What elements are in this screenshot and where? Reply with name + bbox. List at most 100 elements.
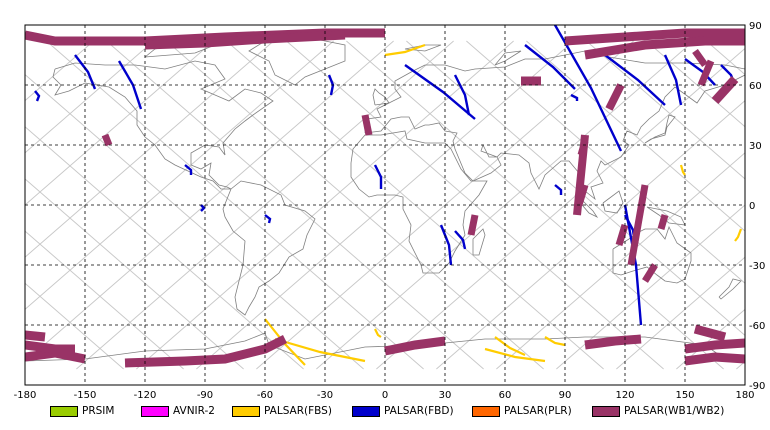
longitude-tick-labels: -180 -150 -120 -90 -60 -30 0 30 60 90 120 150 180 <box>14 390 755 401</box>
longitude-tick-label: 0 <box>382 390 388 401</box>
longitude-tick-label: -120 <box>134 390 157 401</box>
legend-swatch-prsim <box>50 405 78 417</box>
legend-label-avnir2: AVNIR-2 <box>173 405 215 417</box>
wb-swath <box>657 214 669 230</box>
fbd-swath <box>570 93 579 101</box>
coastline <box>222 180 316 316</box>
wb-swath <box>573 134 589 216</box>
fbs-swath <box>544 336 566 347</box>
wb-swath <box>25 330 46 342</box>
orbit-track <box>25 40 94 102</box>
fbd-swath <box>264 214 272 224</box>
latitude-tick-label: 90 <box>749 21 762 32</box>
wb-swath <box>564 28 745 46</box>
coastline <box>602 190 624 214</box>
wb-swath <box>692 48 708 68</box>
legend-item-palsar-fbs: PALSAR(FBS) <box>232 404 332 418</box>
fbd-swath <box>184 164 193 175</box>
longitude-tick-label: -90 <box>197 390 213 401</box>
orbit-track <box>586 40 745 180</box>
wb-swath <box>584 36 745 60</box>
latitude-tick-label: 0 <box>749 201 755 212</box>
wb-swath <box>144 30 346 50</box>
fbd-swath <box>524 44 576 90</box>
orbit-track <box>676 308 745 370</box>
wb-swath <box>697 59 715 87</box>
wb-swath <box>467 214 479 236</box>
orbit-track <box>556 204 745 370</box>
legend-label-palsar-plr: PALSAR(PLR) <box>504 405 572 417</box>
coastline <box>372 88 390 106</box>
fbs-swath <box>274 337 366 363</box>
fbd-swath <box>200 204 206 212</box>
wb-swath <box>693 324 727 342</box>
legend-label-palsar-fbs: PALSAR(FBS) <box>264 405 332 417</box>
legend-swatch-avnir2 <box>141 405 169 417</box>
fbd-swath <box>623 204 643 326</box>
longitude-tick-label: 180 <box>735 390 754 401</box>
wb-swath <box>361 114 373 136</box>
coastline <box>350 130 488 274</box>
legend-item-prsim: PRSIM <box>50 404 114 418</box>
legend-swatch-palsar-plr <box>472 405 500 417</box>
fbd-swath <box>604 54 666 106</box>
coastline <box>718 278 742 300</box>
observation-swaths <box>25 25 745 368</box>
fbd-swath <box>439 224 453 266</box>
longitude-tick-label: 30 <box>439 390 452 401</box>
orbit-track <box>25 282 124 370</box>
latitude-tick-labels: 90 60 30 0 -30 -60 -90 <box>749 21 765 392</box>
coastline <box>494 50 522 66</box>
coastline <box>364 50 745 201</box>
legend-swatch-palsar-wb <box>592 405 620 417</box>
legend-label-palsar-wb: PALSAR(WB1/WB2) <box>624 405 725 417</box>
longitude-tick-label: 60 <box>499 390 512 401</box>
wb-swath <box>584 334 642 350</box>
orbit-track <box>25 230 184 370</box>
latitude-tick-label: 60 <box>749 81 762 92</box>
legend-item-avnir2: AVNIR-2 <box>141 404 215 418</box>
orbit-track <box>766 41 770 369</box>
orbit-track <box>25 40 154 154</box>
fbd-swath <box>74 54 97 90</box>
fbd-swath <box>34 90 41 102</box>
fbd-swath <box>663 54 683 106</box>
wb-swath <box>627 184 649 266</box>
wb-swath <box>25 340 75 354</box>
wb-swath <box>605 83 625 111</box>
fbs-swath <box>374 328 382 338</box>
legend-swatch-palsar-fbs <box>232 405 260 417</box>
wb-swath <box>384 336 446 356</box>
fbd-swath <box>553 25 623 152</box>
coastline <box>25 332 745 362</box>
longitude-tick-label: 150 <box>675 390 694 401</box>
coastline <box>52 60 274 190</box>
fbs-swath <box>384 43 426 57</box>
wb-swath <box>101 133 113 147</box>
wb-swath <box>684 352 745 366</box>
legend-item-palsar-wb: PALSAR(WB1/WB2) <box>592 404 724 418</box>
longitude-tick-label: -180 <box>14 390 37 401</box>
wb-swath <box>711 75 739 105</box>
lat-lon-grid <box>25 25 745 385</box>
longitude-tick-label: -60 <box>257 390 273 401</box>
wb-swath <box>642 263 658 283</box>
coastline <box>644 114 676 144</box>
map-frame <box>24 24 746 386</box>
longitude-tick-label: -150 <box>74 390 97 401</box>
coastlines <box>25 38 745 362</box>
latitude-tick-label: -60 <box>749 321 765 332</box>
coastline <box>612 225 692 284</box>
legend-item-palsar-plr: PALSAR(PLR) <box>472 404 572 418</box>
legend: PRSIM AVNIR-2 PALSAR(FBS) PALSAR(FBD) PA… <box>0 400 770 424</box>
fbd-swath <box>373 164 383 189</box>
longitude-tick-label: 120 <box>615 390 634 401</box>
wb-swath <box>124 334 288 368</box>
orbit-track <box>25 40 214 206</box>
fbs-swath <box>679 164 686 176</box>
latitude-tick-label: 30 <box>749 141 762 152</box>
fbd-swath <box>454 230 467 250</box>
longitude-tick-label: 90 <box>559 390 572 401</box>
legend-label-prsim: PRSIM <box>82 405 115 417</box>
wb-swath <box>615 223 629 247</box>
